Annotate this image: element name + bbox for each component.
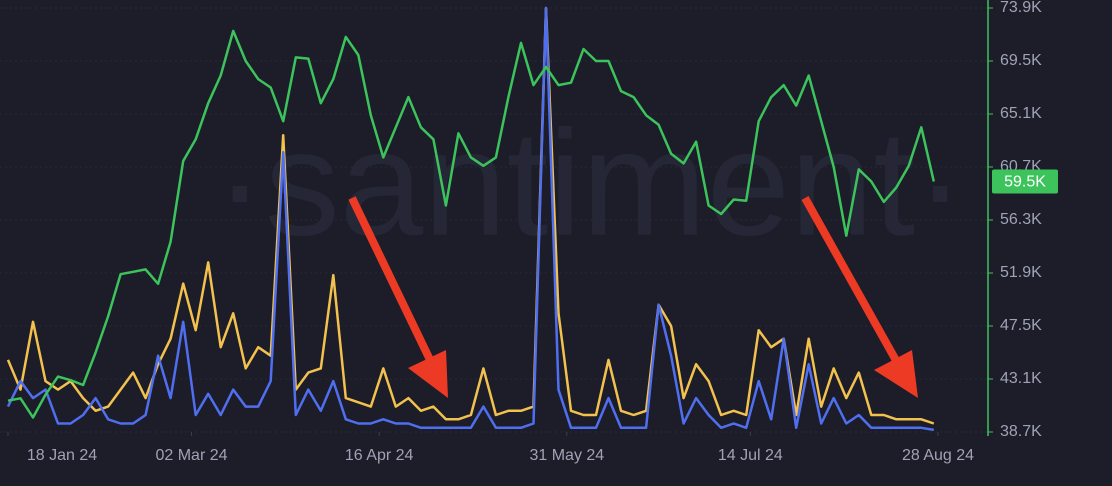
value-label: 59.5K	[1004, 174, 1046, 191]
y-tick-label: 56.3K	[1000, 211, 1042, 228]
y-tick-label: 65.1K	[1000, 105, 1042, 122]
y-tick-label: 51.9K	[1000, 264, 1042, 281]
x-tick-label: 14 Jul 24	[718, 447, 783, 464]
arrow-head	[874, 350, 918, 398]
y-tick-label: 73.9K	[1000, 0, 1042, 16]
series-line	[6, 6, 935, 425]
y-tick-label: 69.5K	[1000, 52, 1042, 69]
value-badge	[992, 169, 1058, 194]
series-line	[7, 29, 936, 419]
arrow-head	[408, 350, 448, 398]
x-tick-label: 18 Jan 24	[27, 447, 97, 464]
arrow	[348, 196, 436, 366]
watermark: ·santiment·	[215, 99, 965, 267]
arrow	[801, 196, 902, 366]
x-tick-label: 31 May 24	[529, 447, 604, 464]
y-tick-label: 47.5K	[1000, 317, 1042, 334]
plot	[6, 6, 936, 432]
annotations	[348, 196, 918, 398]
x-tick-label: 28 Aug 24	[902, 447, 974, 464]
x-tick-label: 02 Mar 24	[155, 447, 227, 464]
x-tick-label: 16 Apr 24	[345, 447, 414, 464]
y-tick-label: 38.7K	[1000, 423, 1042, 440]
y-tick-label: 43.1K	[1000, 370, 1042, 387]
series-line	[6, 6, 935, 432]
axes: 73.9K69.5K65.1K60.7K56.3K51.9K47.5K43.1K…	[7, 0, 1058, 464]
